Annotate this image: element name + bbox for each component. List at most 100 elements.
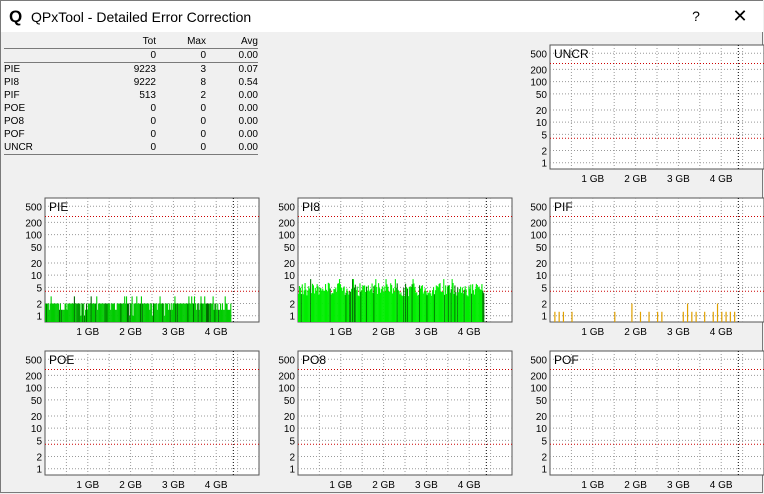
error-stats-table: Tot Max Avg 0 0 0.00 PIE 9223 3 0.07 PI8… bbox=[4, 35, 258, 155]
data-bar bbox=[461, 287, 463, 322]
title-bar[interactable]: Q QPxTool - Detailed Error Correction ? … bbox=[1, 1, 763, 32]
data-bar bbox=[345, 292, 347, 322]
data-bar bbox=[195, 309, 197, 322]
data-bar bbox=[116, 303, 118, 322]
chart-title: POF bbox=[554, 353, 579, 367]
data-bar bbox=[322, 288, 324, 322]
stats-row-label: PO8 bbox=[4, 116, 25, 127]
chart-title: PIE bbox=[49, 200, 68, 214]
data-bar bbox=[451, 279, 453, 322]
data-bar bbox=[139, 303, 141, 322]
data-bar bbox=[56, 303, 58, 322]
data-bar bbox=[134, 303, 136, 322]
data-bar bbox=[97, 309, 99, 322]
y-tick-label: 100 bbox=[25, 384, 42, 395]
data-bar bbox=[311, 293, 313, 322]
data-bar bbox=[171, 309, 173, 322]
close-button[interactable]: ✕ bbox=[732, 6, 748, 26]
data-bar bbox=[414, 287, 416, 322]
y-tick-label: 500 bbox=[278, 202, 295, 213]
y-tick-label: 500 bbox=[530, 202, 547, 213]
data-bar bbox=[419, 285, 421, 322]
data-bar bbox=[554, 311, 556, 322]
data-bar bbox=[110, 309, 112, 322]
data-bar bbox=[464, 286, 466, 322]
x-tick-label: 2 GB bbox=[372, 480, 395, 491]
data-bar bbox=[389, 291, 391, 322]
data-bar bbox=[174, 296, 176, 322]
data-bar bbox=[141, 303, 143, 322]
plot-area bbox=[44, 350, 260, 476]
stats-avg: 0.00 bbox=[238, 116, 258, 127]
data-bar bbox=[364, 285, 366, 322]
data-bar bbox=[143, 303, 145, 322]
y-tick-label: 50 bbox=[536, 396, 548, 407]
help-button[interactable]: ? bbox=[692, 8, 700, 24]
data-bar bbox=[311, 283, 314, 322]
chart-pi8: 1 2 5 10 20 50 100 200 500 1 GB 2 GB 3 GB 4 GB PI8 bbox=[259, 190, 513, 340]
data-bar bbox=[89, 303, 91, 322]
y-tick-label: 20 bbox=[536, 412, 548, 423]
data-bar bbox=[184, 303, 186, 322]
data-bar bbox=[405, 283, 407, 322]
data-bar bbox=[196, 303, 198, 322]
data-bar bbox=[148, 303, 150, 322]
data-bar bbox=[121, 303, 123, 322]
data-bar bbox=[695, 311, 697, 322]
data-bar bbox=[324, 284, 327, 322]
data-bar bbox=[448, 285, 450, 322]
y-tick-label: 200 bbox=[278, 371, 295, 382]
data-bar bbox=[410, 286, 412, 322]
y-tick-label: 50 bbox=[284, 396, 296, 407]
stats-header-label bbox=[4, 35, 64, 49]
data-bar bbox=[331, 292, 333, 322]
data-bar bbox=[150, 303, 152, 322]
data-bar bbox=[220, 303, 222, 322]
y-tick-label: 5 bbox=[541, 283, 547, 294]
data-bar bbox=[217, 303, 219, 322]
data-bar bbox=[46, 303, 48, 322]
data-bar bbox=[83, 303, 85, 322]
data-bar bbox=[436, 286, 438, 322]
data-bar bbox=[53, 303, 55, 322]
x-tick-label: 2 GB bbox=[624, 327, 647, 338]
data-bar bbox=[229, 309, 231, 322]
stats-avg: 0.54 bbox=[238, 77, 258, 88]
y-tick-label: 500 bbox=[278, 355, 295, 366]
data-bar bbox=[458, 292, 460, 322]
data-bar bbox=[69, 303, 71, 322]
y-tick-label: 2 bbox=[541, 300, 547, 311]
data-bar bbox=[314, 287, 316, 322]
plot-area bbox=[297, 350, 513, 476]
data-bar bbox=[135, 303, 137, 322]
y-tick-label: 500 bbox=[25, 202, 42, 213]
chart-title: PI8 bbox=[302, 200, 320, 214]
stats-row-label: POF bbox=[4, 129, 25, 140]
data-bar bbox=[357, 295, 359, 322]
x-tick-label: 1 GB bbox=[76, 480, 99, 491]
data-bar bbox=[65, 303, 67, 322]
data-bar bbox=[54, 303, 56, 322]
data-bar bbox=[198, 309, 200, 322]
y-tick-label: 1 bbox=[289, 312, 295, 323]
data-bar bbox=[353, 287, 355, 322]
y-tick-label: 2 bbox=[289, 300, 295, 311]
data-bar bbox=[102, 303, 104, 322]
data-bar bbox=[142, 303, 144, 322]
data-bar bbox=[105, 303, 107, 322]
data-bar bbox=[66, 309, 68, 322]
stats-tot: 0 bbox=[64, 48, 156, 63]
data-bar bbox=[80, 315, 82, 322]
stats-row-label: PIF bbox=[4, 90, 20, 101]
data-bar bbox=[139, 303, 142, 322]
data-bar bbox=[386, 284, 388, 322]
data-bar bbox=[225, 303, 227, 322]
data-bar bbox=[52, 303, 54, 322]
data-bar bbox=[152, 315, 154, 322]
data-bar bbox=[352, 279, 355, 322]
data-bar bbox=[111, 303, 113, 322]
data-bar bbox=[686, 303, 689, 322]
data-bar bbox=[358, 296, 360, 322]
data-bar bbox=[45, 303, 47, 322]
